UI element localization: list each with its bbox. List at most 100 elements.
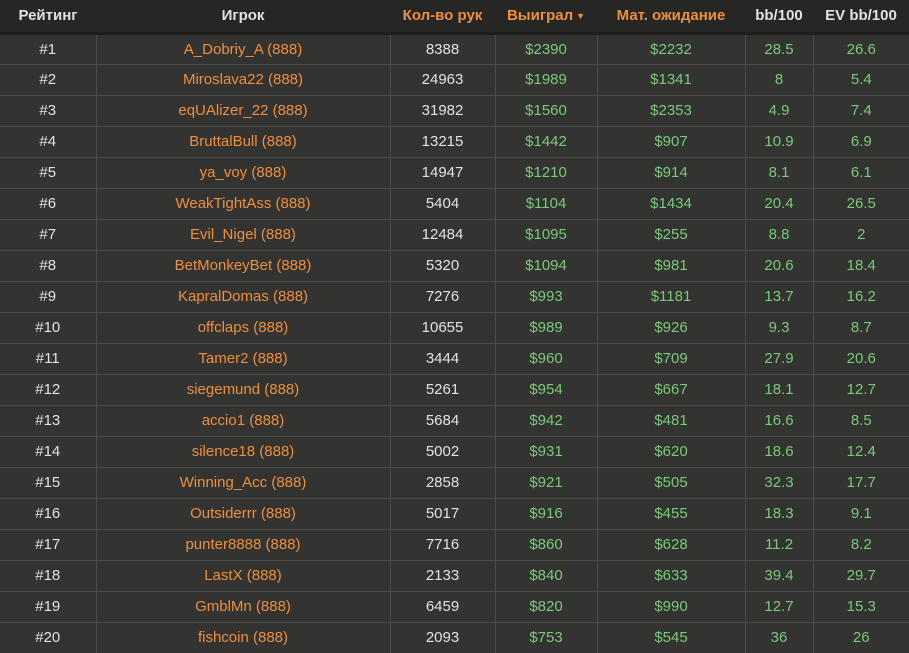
rank-cell: #13 bbox=[0, 404, 97, 437]
expected-value-cell: $981 bbox=[596, 249, 746, 282]
col-header-won[interactable]: Выиграл ▼ bbox=[495, 0, 597, 35]
player-cell[interactable]: ya_voy (888) bbox=[95, 156, 391, 189]
ev-bb100-cell: 7.4 bbox=[812, 94, 909, 127]
rank-cell: #6 bbox=[0, 187, 97, 220]
player-cell[interactable]: Outsiderrr (888) bbox=[95, 497, 391, 530]
player-cell[interactable]: Miroslava22 (888) bbox=[95, 63, 391, 96]
rank-cell: #5 bbox=[0, 156, 97, 189]
rank-cell: #9 bbox=[0, 280, 97, 313]
player-cell[interactable]: offclaps (888) bbox=[95, 311, 391, 344]
table-row: #19 GmblMn (888) 6459 $820 $990 12.7 15.… bbox=[0, 590, 909, 623]
ev-bb100-cell: 9.1 bbox=[812, 497, 909, 530]
hands-count-cell: 7716 bbox=[389, 528, 496, 561]
bb100-cell: 11.2 bbox=[744, 528, 814, 561]
table-row: #6 WeakTightAss (888) 5404 $1104 $1434 2… bbox=[0, 187, 909, 220]
won-cell: $931 bbox=[494, 435, 598, 468]
bb100-cell: 27.9 bbox=[744, 342, 814, 375]
col-header-hands-label: Кол-во рук bbox=[402, 7, 483, 25]
hands-count-cell: 5002 bbox=[389, 435, 496, 468]
col-header-expected-value[interactable]: Мат. ожидание bbox=[597, 0, 745, 35]
expected-value-cell: $2232 bbox=[596, 32, 746, 65]
col-header-expected-value-label: Мат. ожидание bbox=[616, 7, 726, 25]
expected-value-cell: $481 bbox=[596, 404, 746, 437]
ev-bb100-cell: 17.7 bbox=[812, 466, 909, 499]
hands-count-cell: 2858 bbox=[389, 466, 496, 499]
player-cell[interactable]: BetMonkeyBet (888) bbox=[95, 249, 391, 282]
player-cell[interactable]: fishcoin (888) bbox=[95, 621, 391, 653]
table-row: #3 eqUAlizer_22 (888) 31982 $1560 $2353 … bbox=[0, 94, 909, 127]
hands-count-cell: 12484 bbox=[389, 218, 496, 251]
ev-bb100-cell: 12.7 bbox=[812, 373, 909, 406]
player-cell[interactable]: KapralDomas (888) bbox=[95, 280, 391, 313]
won-cell: $1989 bbox=[494, 63, 598, 96]
player-cell[interactable]: siegemund (888) bbox=[95, 373, 391, 406]
expected-value-cell: $620 bbox=[596, 435, 746, 468]
bb100-cell: 8.1 bbox=[744, 156, 814, 189]
leaderboard-body: #1 A_Dobriy_A (888) 8388 $2390 $2232 28.… bbox=[0, 32, 909, 653]
ev-bb100-cell: 18.4 bbox=[812, 249, 909, 282]
table-row: #5 ya_voy (888) 14947 $1210 $914 8.1 6.1 bbox=[0, 156, 909, 189]
col-header-ev-bb100[interactable]: EV bb/100 bbox=[813, 0, 909, 35]
expected-value-cell: $545 bbox=[596, 621, 746, 653]
player-cell[interactable]: Tamer2 (888) bbox=[95, 342, 391, 375]
won-cell: $1094 bbox=[494, 249, 598, 282]
won-cell: $1095 bbox=[494, 218, 598, 251]
col-header-hands[interactable]: Кол-во рук bbox=[390, 0, 495, 35]
rank-cell: #3 bbox=[0, 94, 97, 127]
bb100-cell: 12.7 bbox=[744, 590, 814, 623]
player-cell[interactable]: accio1 (888) bbox=[95, 404, 391, 437]
col-header-bb100[interactable]: bb/100 bbox=[745, 0, 813, 35]
player-cell[interactable]: BruttalBull (888) bbox=[95, 125, 391, 158]
player-cell[interactable]: A_Dobriy_A (888) bbox=[95, 32, 391, 65]
expected-value-cell: $1434 bbox=[596, 187, 746, 220]
bb100-cell: 18.1 bbox=[744, 373, 814, 406]
expected-value-cell: $990 bbox=[596, 590, 746, 623]
expected-value-cell: $667 bbox=[596, 373, 746, 406]
col-header-ev-bb100-label: EV bb/100 bbox=[825, 7, 897, 25]
table-row: #13 accio1 (888) 5684 $942 $481 16.6 8.5 bbox=[0, 404, 909, 437]
player-cell[interactable]: eqUAlizer_22 (888) bbox=[95, 94, 391, 127]
expected-value-cell: $255 bbox=[596, 218, 746, 251]
table-row: #11 Tamer2 (888) 3444 $960 $709 27.9 20.… bbox=[0, 342, 909, 375]
ev-bb100-cell: 26.5 bbox=[812, 187, 909, 220]
rank-cell: #1 bbox=[0, 32, 97, 65]
expected-value-cell: $2353 bbox=[596, 94, 746, 127]
hands-count-cell: 3444 bbox=[389, 342, 496, 375]
bb100-cell: 36 bbox=[744, 621, 814, 653]
won-cell: $916 bbox=[494, 497, 598, 530]
hands-count-cell: 5320 bbox=[389, 249, 496, 282]
hands-count-cell: 10655 bbox=[389, 311, 496, 344]
hands-count-cell: 5404 bbox=[389, 187, 496, 220]
table-row: #2 Miroslava22 (888) 24963 $1989 $1341 8… bbox=[0, 63, 909, 96]
table-row: #20 fishcoin (888) 2093 $753 $545 36 26 bbox=[0, 621, 909, 653]
hands-count-cell: 5261 bbox=[389, 373, 496, 406]
bb100-cell: 39.4 bbox=[744, 559, 814, 592]
player-cell[interactable]: Winning_Acc (888) bbox=[95, 466, 391, 499]
player-cell[interactable]: punter8888 (888) bbox=[95, 528, 391, 561]
player-cell[interactable]: Evil_Nigel (888) bbox=[95, 218, 391, 251]
player-cell[interactable]: GmblMn (888) bbox=[95, 590, 391, 623]
won-cell: $954 bbox=[494, 373, 598, 406]
player-cell[interactable]: WeakTightAss (888) bbox=[95, 187, 391, 220]
ev-bb100-cell: 26.6 bbox=[812, 32, 909, 65]
hands-count-cell: 2093 bbox=[389, 621, 496, 653]
col-header-rating[interactable]: Рейтинг bbox=[0, 0, 96, 35]
player-cell[interactable]: silence18 (888) bbox=[95, 435, 391, 468]
col-header-player[interactable]: Игрок bbox=[96, 0, 390, 35]
hands-count-cell: 13215 bbox=[389, 125, 496, 158]
ev-bb100-cell: 8.7 bbox=[812, 311, 909, 344]
table-row: #15 Winning_Acc (888) 2858 $921 $505 32.… bbox=[0, 466, 909, 499]
ev-bb100-cell: 8.2 bbox=[812, 528, 909, 561]
expected-value-cell: $505 bbox=[596, 466, 746, 499]
rank-cell: #10 bbox=[0, 311, 97, 344]
ev-bb100-cell: 26 bbox=[812, 621, 909, 653]
player-cell[interactable]: LastX (888) bbox=[95, 559, 391, 592]
ev-bb100-cell: 2 bbox=[812, 218, 909, 251]
expected-value-cell: $709 bbox=[596, 342, 746, 375]
won-cell: $993 bbox=[494, 280, 598, 313]
table-row: #9 KapralDomas (888) 7276 $993 $1181 13.… bbox=[0, 280, 909, 313]
hands-count-cell: 6459 bbox=[389, 590, 496, 623]
won-cell: $1560 bbox=[494, 94, 598, 127]
won-cell: $860 bbox=[494, 528, 598, 561]
rank-cell: #12 bbox=[0, 373, 97, 406]
